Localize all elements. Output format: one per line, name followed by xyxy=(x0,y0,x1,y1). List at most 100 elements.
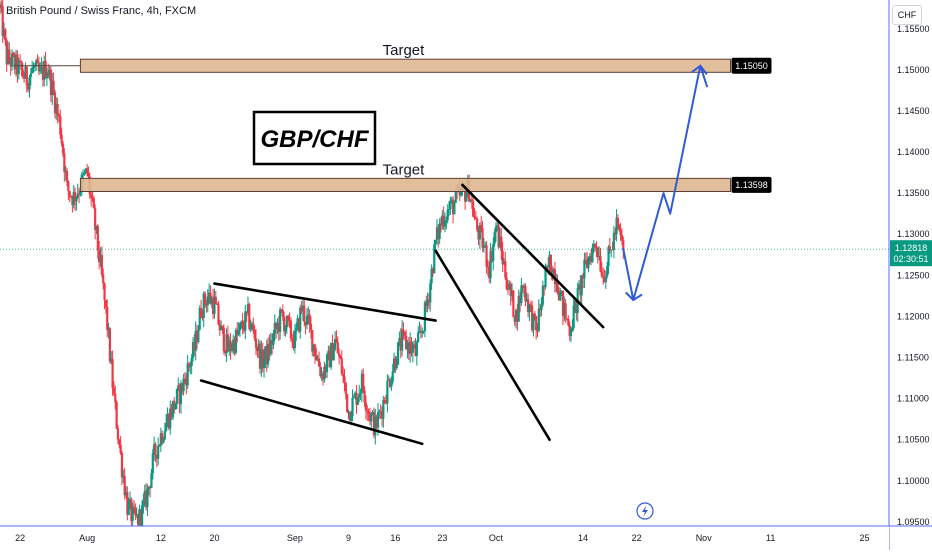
candle xyxy=(402,322,405,340)
price-tick-label: 1.14500 xyxy=(897,106,930,116)
candle xyxy=(536,323,539,338)
candle xyxy=(333,331,337,352)
candle xyxy=(603,269,606,283)
time-tick-label: 20 xyxy=(209,533,219,543)
candle xyxy=(606,261,609,279)
candle xyxy=(72,185,75,209)
candle xyxy=(118,438,121,448)
candle xyxy=(257,338,260,359)
candle xyxy=(531,300,534,333)
candle xyxy=(203,291,207,309)
svg-text:1.13598: 1.13598 xyxy=(735,180,768,190)
trendline-2[interactable] xyxy=(199,379,424,446)
candle xyxy=(71,195,74,213)
trendlines-layer xyxy=(199,183,605,446)
time-tick-label: 14 xyxy=(578,533,588,543)
candle xyxy=(480,216,483,233)
zone-price-tag-1: 1.15050 xyxy=(731,57,772,74)
trendline-4[interactable] xyxy=(434,249,551,442)
candle xyxy=(187,362,191,372)
candle xyxy=(328,345,331,368)
candle xyxy=(529,301,532,312)
candle xyxy=(411,341,414,363)
candle xyxy=(514,308,518,329)
candle xyxy=(414,338,417,357)
candle xyxy=(36,54,39,64)
candle xyxy=(346,393,349,414)
candle xyxy=(615,209,618,242)
candle xyxy=(540,297,543,317)
candle xyxy=(442,206,445,231)
candle xyxy=(136,513,140,527)
candle xyxy=(169,400,172,435)
candle xyxy=(16,50,19,83)
candle xyxy=(312,344,315,357)
candle xyxy=(293,324,296,354)
candle xyxy=(1,0,4,43)
candle xyxy=(233,336,236,356)
lightning-icon[interactable] xyxy=(636,502,654,520)
candle xyxy=(348,411,351,422)
candle xyxy=(590,249,593,266)
candle xyxy=(159,427,162,453)
candle xyxy=(410,337,413,357)
target-label-1: Target xyxy=(383,42,426,59)
candle xyxy=(437,224,440,248)
candle xyxy=(543,285,546,296)
candle xyxy=(149,485,152,498)
candle xyxy=(220,320,223,331)
candle xyxy=(301,299,305,321)
candle xyxy=(45,67,49,87)
pair-label-box[interactable]: GBP/CHF xyxy=(252,110,377,166)
candle xyxy=(418,321,421,334)
candle xyxy=(287,314,290,327)
candle xyxy=(618,224,621,232)
candle xyxy=(384,394,388,405)
price-tick-label: 1.13500 xyxy=(897,188,930,198)
target-zone-1[interactable] xyxy=(79,58,732,73)
price-axis[interactable] xyxy=(889,0,932,550)
time-axis[interactable] xyxy=(0,526,889,550)
currency-label[interactable]: CHF xyxy=(892,5,922,25)
candle xyxy=(577,280,581,290)
candle xyxy=(358,384,361,403)
candle xyxy=(413,340,416,350)
trendline-3[interactable] xyxy=(461,183,605,329)
candle xyxy=(181,382,184,395)
price-tick-label: 1.12500 xyxy=(897,270,930,280)
price-tick-label: 1.11500 xyxy=(897,353,929,363)
trendline-1[interactable] xyxy=(213,282,437,322)
target-zone-2[interactable] xyxy=(79,177,732,192)
price-tick-label: 1.15000 xyxy=(897,65,930,75)
price-tick-label: 1.15500 xyxy=(897,24,930,34)
candle xyxy=(607,244,610,274)
candle xyxy=(73,187,77,211)
candle xyxy=(315,347,318,361)
candle xyxy=(559,287,562,301)
candle xyxy=(556,274,559,295)
candle xyxy=(9,57,12,76)
candle xyxy=(569,326,573,343)
candle xyxy=(289,317,292,342)
candle xyxy=(59,109,62,139)
candle xyxy=(473,208,476,221)
projection-arrowhead-up xyxy=(691,64,708,75)
candle xyxy=(396,342,400,366)
candle xyxy=(228,336,231,356)
candle xyxy=(173,397,176,414)
candle xyxy=(622,236,625,260)
candle xyxy=(509,281,512,306)
projection-path[interactable] xyxy=(622,64,708,301)
candle xyxy=(571,319,574,332)
candle xyxy=(55,97,58,120)
time-tick-label: 22 xyxy=(632,533,642,543)
candle xyxy=(575,300,578,321)
candle xyxy=(434,239,437,250)
candle xyxy=(528,303,531,322)
candle xyxy=(387,375,390,381)
candle xyxy=(209,285,212,305)
candle xyxy=(297,317,301,333)
candle xyxy=(616,214,620,230)
